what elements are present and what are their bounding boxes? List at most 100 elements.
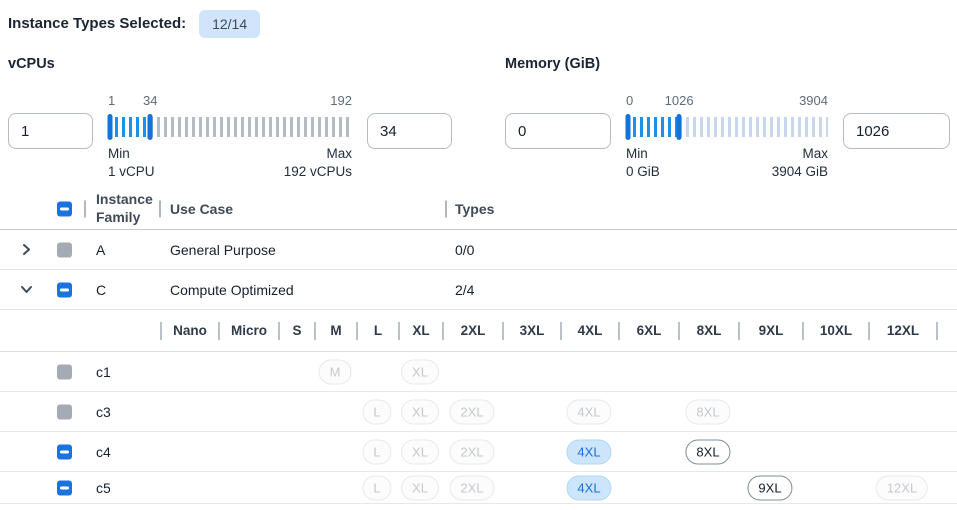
instance-row-c3: c3 L XL 2XL 4XL 8XL [0, 392, 957, 432]
size-pill-4xl: 4XL [566, 399, 612, 424]
memory-filter: Memory (GiB) 0 1026 3904 [505, 56, 950, 179]
size-pill-2xl: 2XL [449, 399, 495, 424]
family-use-case: General Purpose [170, 241, 276, 258]
memory-slider-min-handle[interactable] [625, 114, 631, 140]
vcpu-max-input[interactable] [367, 113, 452, 149]
memory-filter-title: Memory (GiB) [505, 56, 601, 72]
vcpu-scale-start: 1 [108, 93, 116, 108]
vcpu-min-label: Min [108, 146, 130, 161]
size-column-3xl: 3XL [502, 321, 560, 340]
size-pill-l: L [362, 399, 392, 424]
vcpu-scale-end: 192 [330, 93, 352, 108]
column-separator [84, 200, 86, 217]
selected-count-badge: 12/14 [199, 9, 261, 38]
size-column-4xl: 4XL [560, 321, 618, 340]
size-pill-2xl: 2XL [449, 475, 495, 500]
vcpu-slider-min-handle[interactable] [107, 114, 113, 140]
size-pill-12xl: 12XL [875, 475, 929, 500]
size-column-l: L [356, 321, 398, 340]
instance-row-c5: c5 L XL 2XL 4XL 9XL 12XL [0, 472, 957, 504]
memory-scale-end: 3904 [799, 93, 828, 108]
instance-checkbox [57, 404, 72, 419]
instance-checkbox[interactable] [57, 480, 72, 495]
vcpu-ticks-selected [108, 117, 151, 137]
instance-family-table: Instance Family Use Case Types A General… [0, 188, 957, 504]
size-column-nano: Nano [160, 321, 218, 340]
memory-slider-max-handle[interactable] [676, 114, 682, 140]
vcpu-slider-max-handle[interactable] [147, 114, 153, 140]
size-column-s: S [278, 321, 314, 340]
vcpu-slider-track [107, 114, 352, 140]
vcpu-slider: 1 34 192 Min Max 1 vCP [107, 93, 352, 179]
family-types-count: 0/0 [455, 241, 475, 258]
vcpu-filter: vCPUs 1 34 192 Min [8, 56, 452, 179]
size-pill-m: M [318, 359, 352, 384]
vcpu-scale-current: 34 [142, 93, 158, 108]
size-pill-4xl[interactable]: 4XL [566, 439, 612, 464]
size-pill-2xl: 2XL [449, 439, 495, 464]
instance-name: c4 [96, 443, 111, 460]
instance-row-c4: c4 L XL 2XL 4XL 8XL [0, 432, 957, 472]
vcpu-max-label: Max [326, 146, 352, 161]
table-header-row: Instance Family Use Case Types [0, 188, 957, 230]
column-header-instance-family: Instance Family [96, 190, 153, 226]
size-column-micro: Micro [218, 321, 278, 340]
size-pill-9xl[interactable]: 9XL [747, 475, 793, 500]
chevron-down-icon [20, 286, 32, 293]
vcpu-min-input[interactable] [8, 113, 93, 149]
size-pill-8xl[interactable]: 8XL [685, 439, 731, 464]
column-separator [159, 200, 161, 217]
memory-scale-current: 1026 [664, 93, 694, 108]
memory-min-label: Min [626, 146, 648, 161]
size-column-6xl: 6XL [618, 321, 678, 340]
memory-scale-start: 0 [626, 93, 634, 108]
size-pill-l: L [362, 439, 392, 464]
vcpu-ticks-unselected [150, 117, 352, 137]
instance-checkbox[interactable] [57, 444, 72, 459]
family-types-count: 2/4 [455, 281, 475, 298]
size-pill-xl: XL [401, 359, 439, 384]
size-pill-4xl[interactable]: 4XL [566, 475, 612, 500]
column-header-use-case: Use Case [170, 200, 234, 217]
size-pill-l: L [362, 475, 392, 500]
memory-ticks-selected [626, 117, 680, 137]
size-column-12xl: 12XL [868, 321, 936, 340]
instance-name: c5 [96, 479, 111, 496]
select-all-checkbox[interactable] [57, 201, 72, 216]
size-pill-8xl: 8XL [685, 399, 731, 424]
collapse-row-button[interactable] [18, 282, 34, 298]
column-separator [445, 200, 447, 217]
memory-min-detail: 0 GiB [626, 164, 660, 179]
memory-slider: 0 1026 3904 Min Max 0 [625, 93, 828, 179]
family-use-case: Compute Optimized [170, 281, 294, 298]
instance-name: c1 [96, 363, 111, 380]
memory-max-label: Max [802, 146, 828, 161]
memory-slider-track [625, 114, 828, 140]
size-column-10xl: 10XL [802, 321, 868, 340]
instance-row-c1: c1 M XL [0, 352, 957, 392]
size-column-2xl: 2XL [442, 321, 502, 340]
size-columns-header-row: Nano Micro S M L XL 2XL 3XL 4XL 6XL 8XL … [0, 310, 957, 352]
expand-row-button[interactable] [18, 242, 34, 258]
size-column-xl: XL [398, 321, 442, 340]
selected-count-label: Instance Types Selected: [8, 15, 187, 32]
topbar: Instance Types Selected: 12/14 [0, 0, 957, 38]
size-column-m: M [314, 321, 356, 340]
memory-min-input[interactable] [505, 113, 611, 149]
size-pill-xl: XL [401, 399, 439, 424]
vcpu-filter-title: vCPUs [8, 56, 55, 72]
family-checkbox[interactable] [57, 282, 72, 297]
family-row-a: A General Purpose 0/0 [0, 230, 957, 270]
vcpu-max-detail: 192 vCPUs [283, 164, 352, 179]
vcpu-min-detail: 1 vCPU [108, 164, 155, 179]
filters-section: vCPUs 1 34 192 Min [0, 56, 957, 179]
instance-name: c3 [96, 403, 111, 420]
instance-checkbox [57, 364, 72, 379]
memory-max-input[interactable] [843, 113, 950, 149]
family-name: A [96, 241, 106, 258]
size-pill-xl: XL [401, 439, 439, 464]
family-checkbox [57, 242, 72, 257]
column-separator [936, 321, 938, 340]
family-row-c: C Compute Optimized 2/4 [0, 270, 957, 310]
